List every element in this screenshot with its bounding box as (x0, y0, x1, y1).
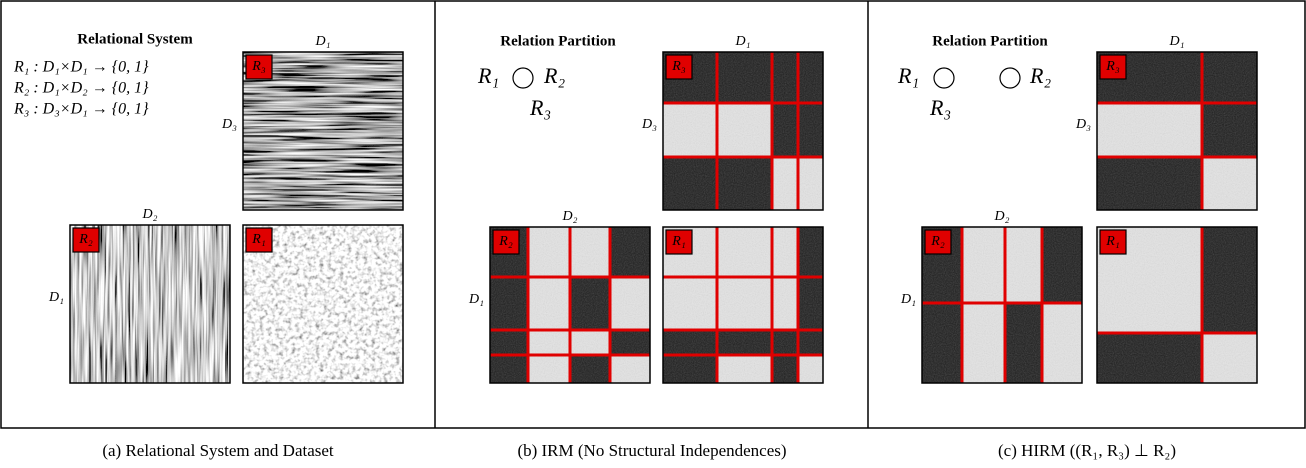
relation: R₁ (897, 63, 919, 88)
panel-title: Relational System (77, 31, 193, 47)
axis-label: D₁ (48, 290, 64, 305)
axis-label: D₁ (468, 292, 484, 307)
badge (492, 229, 520, 255)
equation: R₁ : D₁×D₁ → {0, 1} (13, 59, 149, 76)
matrix-border (1096, 226, 1258, 384)
badge (1099, 54, 1127, 80)
matrix-border (242, 51, 404, 211)
badge (1099, 229, 1127, 255)
badge-label: R₃ (1105, 59, 1120, 74)
matrix-border (662, 226, 824, 384)
matrix-border (921, 226, 1083, 384)
axis-label: D₂ (994, 209, 1010, 224)
badge-label: R₃ (671, 59, 686, 74)
axis-label: D₁ (735, 34, 751, 49)
cluster-circle (512, 67, 534, 89)
badge-label: R₂ (78, 232, 93, 247)
axis-label: D₃ (221, 117, 237, 132)
cluster-circle (933, 67, 955, 89)
panel-title: Relation Partition (500, 33, 616, 49)
badge-label: R₁ (1105, 234, 1119, 249)
axis-label: D₁ (900, 292, 916, 307)
badge (245, 54, 273, 80)
equation: R₂ : D₁×D₂ → {0, 1} (13, 80, 149, 97)
equation: R₃ : D₃×D₁ → {0, 1} (13, 101, 149, 118)
badge (245, 227, 273, 253)
caption: (c) HIRM ((R₁, R₃) ⊥ R₂) (998, 441, 1176, 460)
badge-label: R₁ (671, 234, 685, 249)
badge-label: R₁ (251, 232, 265, 247)
badge-label: R₂ (930, 234, 945, 249)
panel-title: Relation Partition (932, 33, 1048, 49)
relation: R₂ (543, 63, 565, 88)
relation: R₂ (1029, 63, 1051, 88)
caption: (a) Relational System and Dataset (102, 441, 334, 460)
caption: (b) IRM (No Structural Independences) (517, 441, 786, 460)
relation: R₃ (929, 95, 951, 120)
relation: R₁ (477, 63, 499, 88)
cluster-circle (999, 67, 1021, 89)
badge (665, 229, 693, 255)
matrix-border (69, 224, 231, 384)
badge-label: R₃ (251, 59, 266, 74)
axis-label: D₂ (142, 207, 158, 222)
matrix-border (662, 51, 824, 211)
axis-label: D₁ (315, 34, 331, 49)
badge (924, 229, 952, 255)
matrix-border (1096, 51, 1258, 211)
matrix-border (242, 224, 404, 384)
axis-label: D₂ (562, 209, 578, 224)
axis-label: D₃ (641, 117, 657, 132)
badge (72, 227, 100, 253)
frame (0, 0, 1306, 429)
axis-label: D₃ (1075, 117, 1091, 132)
badge-label: R₂ (498, 234, 513, 249)
relation: R₃ (529, 95, 551, 120)
matrix-border (489, 226, 651, 384)
badge (665, 54, 693, 80)
axis-label: D₁ (1169, 34, 1185, 49)
